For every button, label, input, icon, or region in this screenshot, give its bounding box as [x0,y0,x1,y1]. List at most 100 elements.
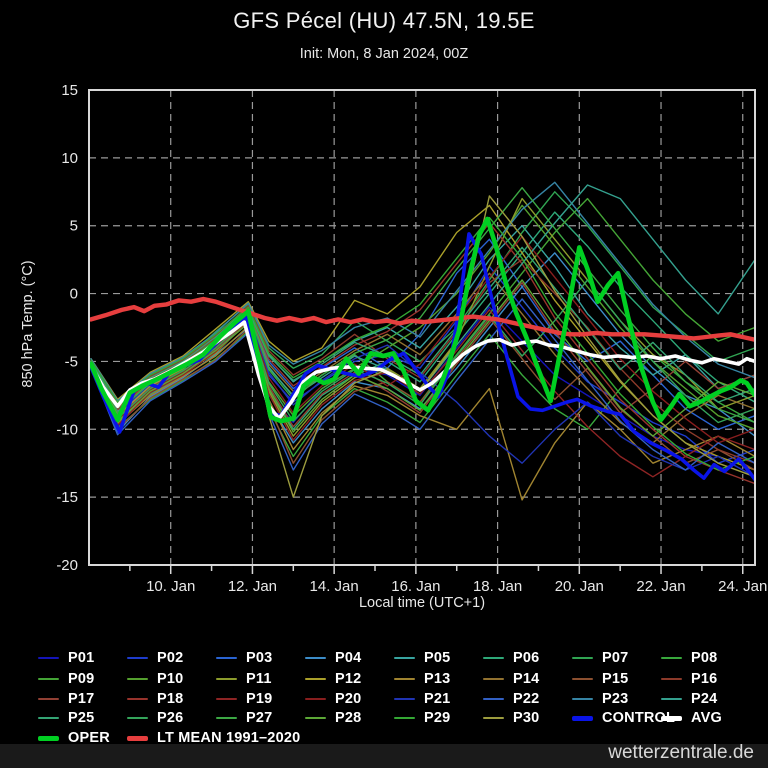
legend-line-swatch [661,697,682,701]
svg-text:10. Jan: 10. Jan [146,578,195,595]
legend-line-swatch [305,677,326,681]
legend-row: P09 P10 P11 P12 P13 P14 P15 P16 [0,669,768,689]
legend-line-swatch [661,656,682,660]
legend-item-avg: AVG [661,708,722,728]
svg-text:5: 5 [70,218,78,235]
svg-text:16. Jan: 16. Jan [391,578,440,595]
legend-label: P11 [246,671,272,687]
legend-line-swatch [127,697,148,701]
legend-line-swatch [127,656,148,660]
legend-label: P12 [335,671,362,687]
legend-item-p08: P08 [661,648,717,668]
init-subtitle: Init: Mon, 8 Jan 2024, 00Z [299,46,469,62]
legend-item-p13: P13 [394,669,450,689]
legend-label: P27 [246,710,273,726]
site-watermark: wetterzentrale.de [608,742,754,763]
svg-text:15: 15 [61,82,78,99]
legend-line-swatch [216,677,237,681]
legend-line-swatch [38,716,59,720]
legend-line-swatch [38,656,59,660]
svg-text:20. Jan: 20. Jan [555,578,604,595]
legend-item-p12: P12 [305,669,361,689]
legend-label: P28 [335,710,362,726]
legend-label: P09 [68,671,95,687]
svg-text:-10: -10 [56,421,78,438]
legend-item-p01: P01 [38,648,94,668]
legend-line-swatch [394,697,415,701]
legend-line-swatch [483,677,504,681]
legend-item-p03: P03 [216,648,272,668]
legend-item-p14: P14 [483,669,539,689]
legend-row: P17 P18 P19 P20 P21 P22 P23 P24 [0,689,768,709]
legend-item-p15: P15 [572,669,628,689]
legend-label: P21 [424,691,451,707]
legend-item-p04: P04 [305,648,361,668]
legend-line-swatch [38,697,59,701]
legend-line-swatch [572,715,593,721]
legend-line-swatch [127,735,148,741]
legend-label: P30 [513,710,540,726]
legend-item-p25: P25 [38,708,94,728]
legend-item-lt-mean-1991-2020: LT MEAN 1991–2020 [127,728,300,748]
legend-item-p23: P23 [572,689,628,709]
legend-line-swatch [661,715,682,721]
legend-label: P14 [513,671,540,687]
legend-label: AVG [691,710,722,726]
legend-line-swatch [127,716,148,720]
legend-label: P18 [157,691,184,707]
legend-item-p05: P05 [394,648,450,668]
legend-label: P17 [68,691,95,707]
legend-item-p21: P21 [394,689,450,709]
x-axis-label: Local time (UTC+1) [358,595,486,611]
ensemble-chart: 10. Jan 12. Jan 14. Jan 16. Jan 18. Jan 20. J… [56,82,767,595]
legend-item-p29: P29 [394,708,450,728]
legend-item-p28: P28 [305,708,361,728]
legend-item-p16: P16 [661,669,717,689]
legend-item-p10: P10 [127,669,183,689]
legend-line-swatch [394,656,415,660]
legend-item-p30: P30 [483,708,539,728]
legend-label: P19 [246,691,273,707]
svg-text:24. Jan: 24. Jan [718,578,767,595]
legend-line-swatch [483,697,504,701]
legend-item-control: CONTROL [572,708,675,728]
svg-text:12. Jan: 12. Jan [228,578,277,595]
legend-label: P01 [68,650,95,666]
legend-label: LT MEAN 1991–2020 [157,730,301,746]
legend-row: OPER LT MEAN 1991–2020 [0,728,768,748]
svg-text:-15: -15 [56,489,78,506]
legend-label: P06 [513,650,540,666]
legend-line-swatch [483,716,504,720]
footer-bar [0,744,768,768]
legend-line-swatch [661,677,682,681]
legend-row: P01 P02 P03 P04 P05 P06 P07 P08 [0,648,768,668]
legend-line-swatch [394,716,415,720]
legend-label: OPER [68,730,110,746]
svg-text:0: 0 [70,286,78,303]
legend-line-swatch [394,677,415,681]
legend-label: P22 [513,691,540,707]
legend-item-p18: P18 [127,689,183,709]
legend-item-p09: P09 [38,669,94,689]
legend-line-swatch [216,656,237,660]
legend-label: P23 [602,691,629,707]
legend-line-swatch [483,656,504,660]
legend-label: P24 [691,691,718,707]
legend-label: P03 [246,650,273,666]
legend-item-p24: P24 [661,689,717,709]
legend-label: P29 [424,710,451,726]
legend-label: P16 [691,671,718,687]
legend-line-swatch [127,677,148,681]
legend-line-swatch [38,677,59,681]
legend-row: P25 P26 P27 P28 P29 P30 CONTROL AVG [0,708,768,728]
legend-item-p19: P19 [216,689,272,709]
legend-line-swatch [572,697,593,701]
legend-label: P10 [157,671,184,687]
legend-item-p27: P27 [216,708,272,728]
legend-label: P26 [157,710,184,726]
legend-line-swatch [305,697,326,701]
legend-label: CONTROL [602,710,676,726]
legend-line-swatch [305,716,326,720]
legend-label: P08 [691,650,718,666]
